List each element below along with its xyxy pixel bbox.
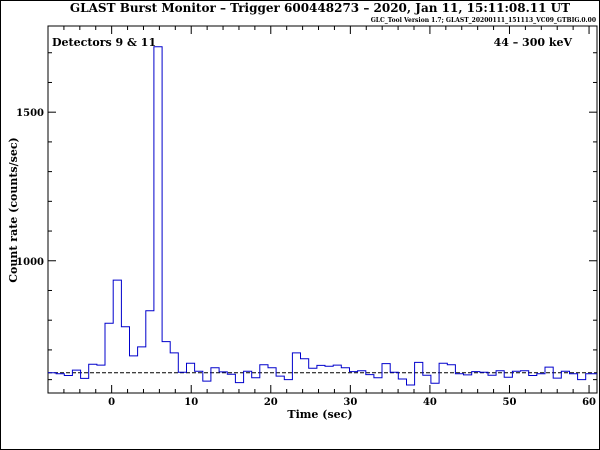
axis-tick-labels: 0 10 20 30 40 50 60 1000 1500 <box>16 108 596 408</box>
y-tick-label: 1000 <box>16 257 44 268</box>
chart-subtitle: GLC_Tool Version 1.7; GLAST_20200111_151… <box>371 17 596 24</box>
x-tick-label: 0 <box>108 397 115 408</box>
y-axis-label: Count rate (counts/sec) <box>7 137 20 282</box>
x-tick-label: 50 <box>503 397 517 408</box>
energy-range-annotation: 44 – 300 keV <box>494 36 573 49</box>
x-tick-label: 60 <box>582 397 596 408</box>
chart-title: GLAST Burst Monitor – Trigger 600448273 … <box>70 1 570 15</box>
y-tick-label: 1500 <box>16 108 44 119</box>
plot-border <box>47 25 598 394</box>
x-tick-label: 30 <box>343 397 357 408</box>
x-tick-label: 10 <box>184 397 198 408</box>
lightcurve-series <box>48 46 597 386</box>
axis-ticks <box>48 26 597 393</box>
x-tick-label: 40 <box>423 397 437 408</box>
x-tick-label: 20 <box>264 397 278 408</box>
plot-area <box>47 25 598 394</box>
detectors-annotation: Detectors 9 & 11 <box>52 36 156 49</box>
x-axis-label: Time (sec) <box>287 408 352 421</box>
